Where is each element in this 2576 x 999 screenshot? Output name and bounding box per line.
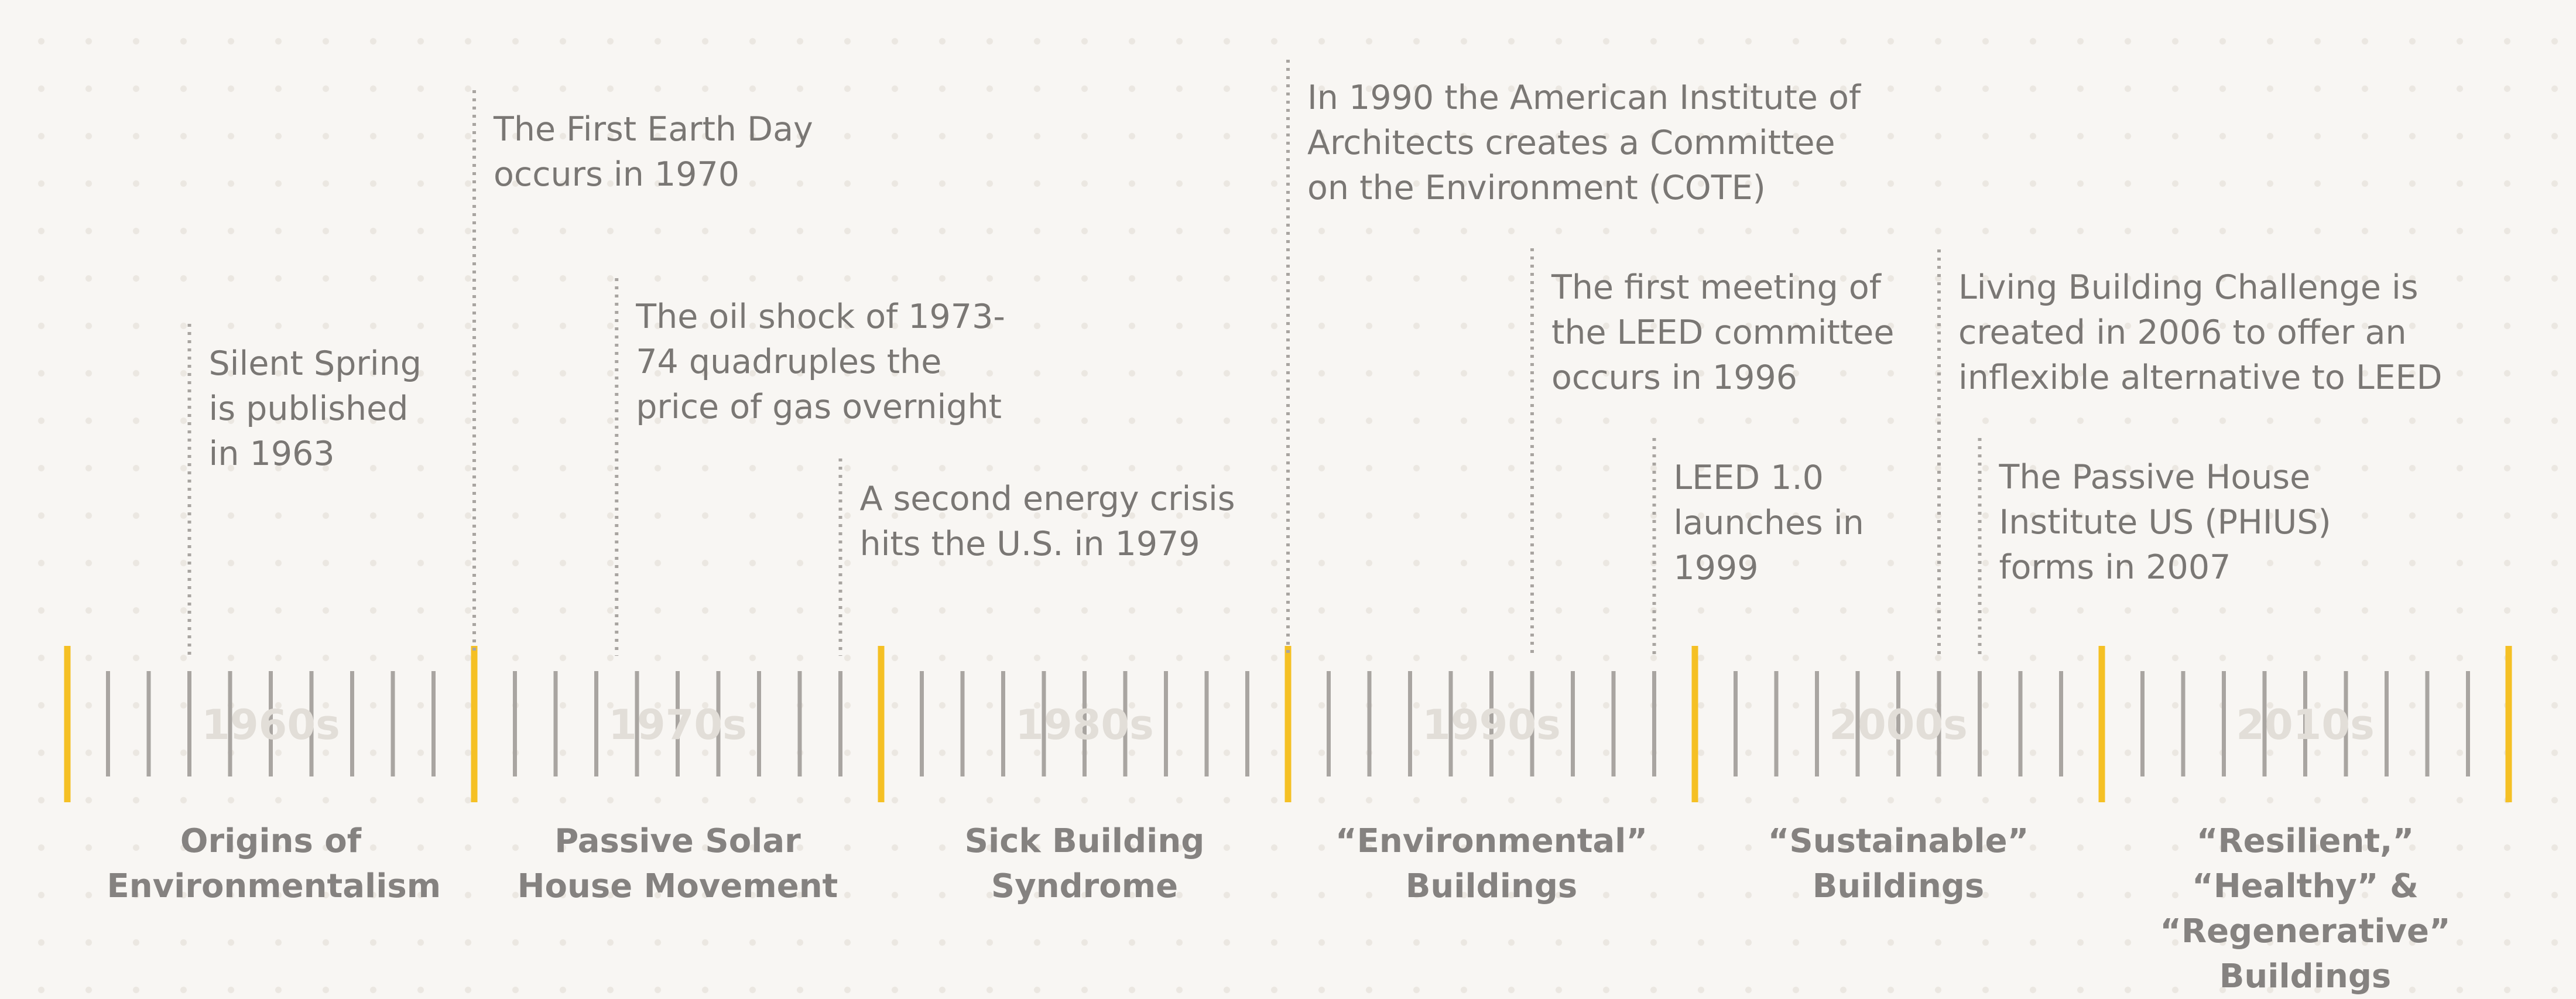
event-text-line: 1999 xyxy=(1673,549,1759,587)
event-text-line: In 1990 the American Institute of xyxy=(1307,78,1861,117)
era-label-line: “Resilient,” “Healthy” & xyxy=(2192,822,2419,905)
event-text-line: Architects creates a Committee xyxy=(1307,124,1835,162)
event-text-line: is published xyxy=(208,389,409,428)
event-text: The first meeting of the LEED committee oc… xyxy=(1551,265,1894,401)
decade-label: 1970s xyxy=(608,701,747,749)
event-text-line: occurs in 1970 xyxy=(494,155,740,194)
era-label-line: Buildings xyxy=(1405,867,1578,905)
event-text-line: Institute US (PHIUS) xyxy=(1999,503,2331,542)
decade-label: 1960s xyxy=(201,701,340,749)
era-label-line: Environmentalism xyxy=(107,867,441,905)
event-text-line: the LEED committee xyxy=(1551,313,1895,352)
era-label-line: “Environmental” xyxy=(1335,822,1648,860)
event-text: The First Earth Day occurs in 1970 xyxy=(494,107,813,197)
era-label-line: Buildings xyxy=(1812,867,1985,905)
event-text-line: The First Earth Day xyxy=(494,110,813,149)
event-text: Silent Spring is published in 1963 xyxy=(209,341,422,477)
era-label-line: Buildings xyxy=(2219,957,2392,995)
decade-label: 1980s xyxy=(1015,701,1154,749)
event-text-line: inflexible alternative to LEED xyxy=(1958,358,2443,397)
event-text-line: created in 2006 to offer an xyxy=(1958,313,2407,352)
era-label: “Resilient,” “Healthy” & “Regenerative” Bu… xyxy=(2142,819,2469,999)
event-text-line: launches in xyxy=(1673,504,1864,542)
event-text-line: A second energy crisis xyxy=(859,480,1235,518)
event-text-line: 74 quadruples the xyxy=(636,343,942,381)
era-label-line: Passive Solar xyxy=(554,822,801,860)
event-text-line: price of gas overnight xyxy=(636,388,1002,426)
event-text-line: The oil shock of 1973- xyxy=(636,297,1005,336)
event-text-line: on the Environment (COTE) xyxy=(1307,169,1766,207)
era-label-line: “Regenerative” xyxy=(2160,912,2451,950)
era-label-line: House Movement xyxy=(517,867,838,905)
event-text: Living Building Challenge is created in 2… xyxy=(1958,265,2443,401)
era-label: “Sustainable” Buildings xyxy=(1735,819,2063,909)
event-text: The oil shock of 1973- 74 quadruples the p… xyxy=(636,295,1005,430)
event-text-line: Living Building Challenge is xyxy=(1958,268,2419,307)
event-text-line: LEED 1.0 xyxy=(1673,459,1824,497)
era-label-line: Origins of xyxy=(180,822,362,860)
era-label: “Environmental” Buildings xyxy=(1328,819,1656,909)
event-text: A second energy crisis hits the U.S. in 1… xyxy=(860,477,1235,567)
event-text-line: hits the U.S. in 1979 xyxy=(859,525,1200,563)
decade-label: 1990s xyxy=(1422,701,1561,749)
decade-label: 2010s xyxy=(2236,701,2375,749)
event-text: LEED 1.0 launches in 1999 xyxy=(1674,456,1864,591)
event-text-line: The Passive House xyxy=(1999,458,2311,497)
event-text-line: The first meeting of xyxy=(1551,268,1881,307)
event-text: In 1990 the American Institute of Archite… xyxy=(1307,76,1861,211)
event-text-line: forms in 2007 xyxy=(1999,548,2231,587)
era-label: Passive Solar House Movement xyxy=(514,819,842,909)
era-label-line: “Sustainable” xyxy=(1767,822,2029,860)
event-text: The Passive House Institute US (PHIUS) for… xyxy=(1999,455,2331,590)
era-label-line: Syndrome xyxy=(991,867,1179,905)
decade-label: 2000s xyxy=(1829,701,1968,749)
era-label-line: Sick Building xyxy=(964,822,1205,860)
era-label: Origins of Environmentalism xyxy=(107,819,441,909)
event-text-line: occurs in 1996 xyxy=(1551,358,1798,397)
event-text-line: Silent Spring xyxy=(208,344,422,383)
era-label: Sick Building Syndrome xyxy=(921,819,1249,909)
event-text-line: in 1963 xyxy=(208,435,335,473)
